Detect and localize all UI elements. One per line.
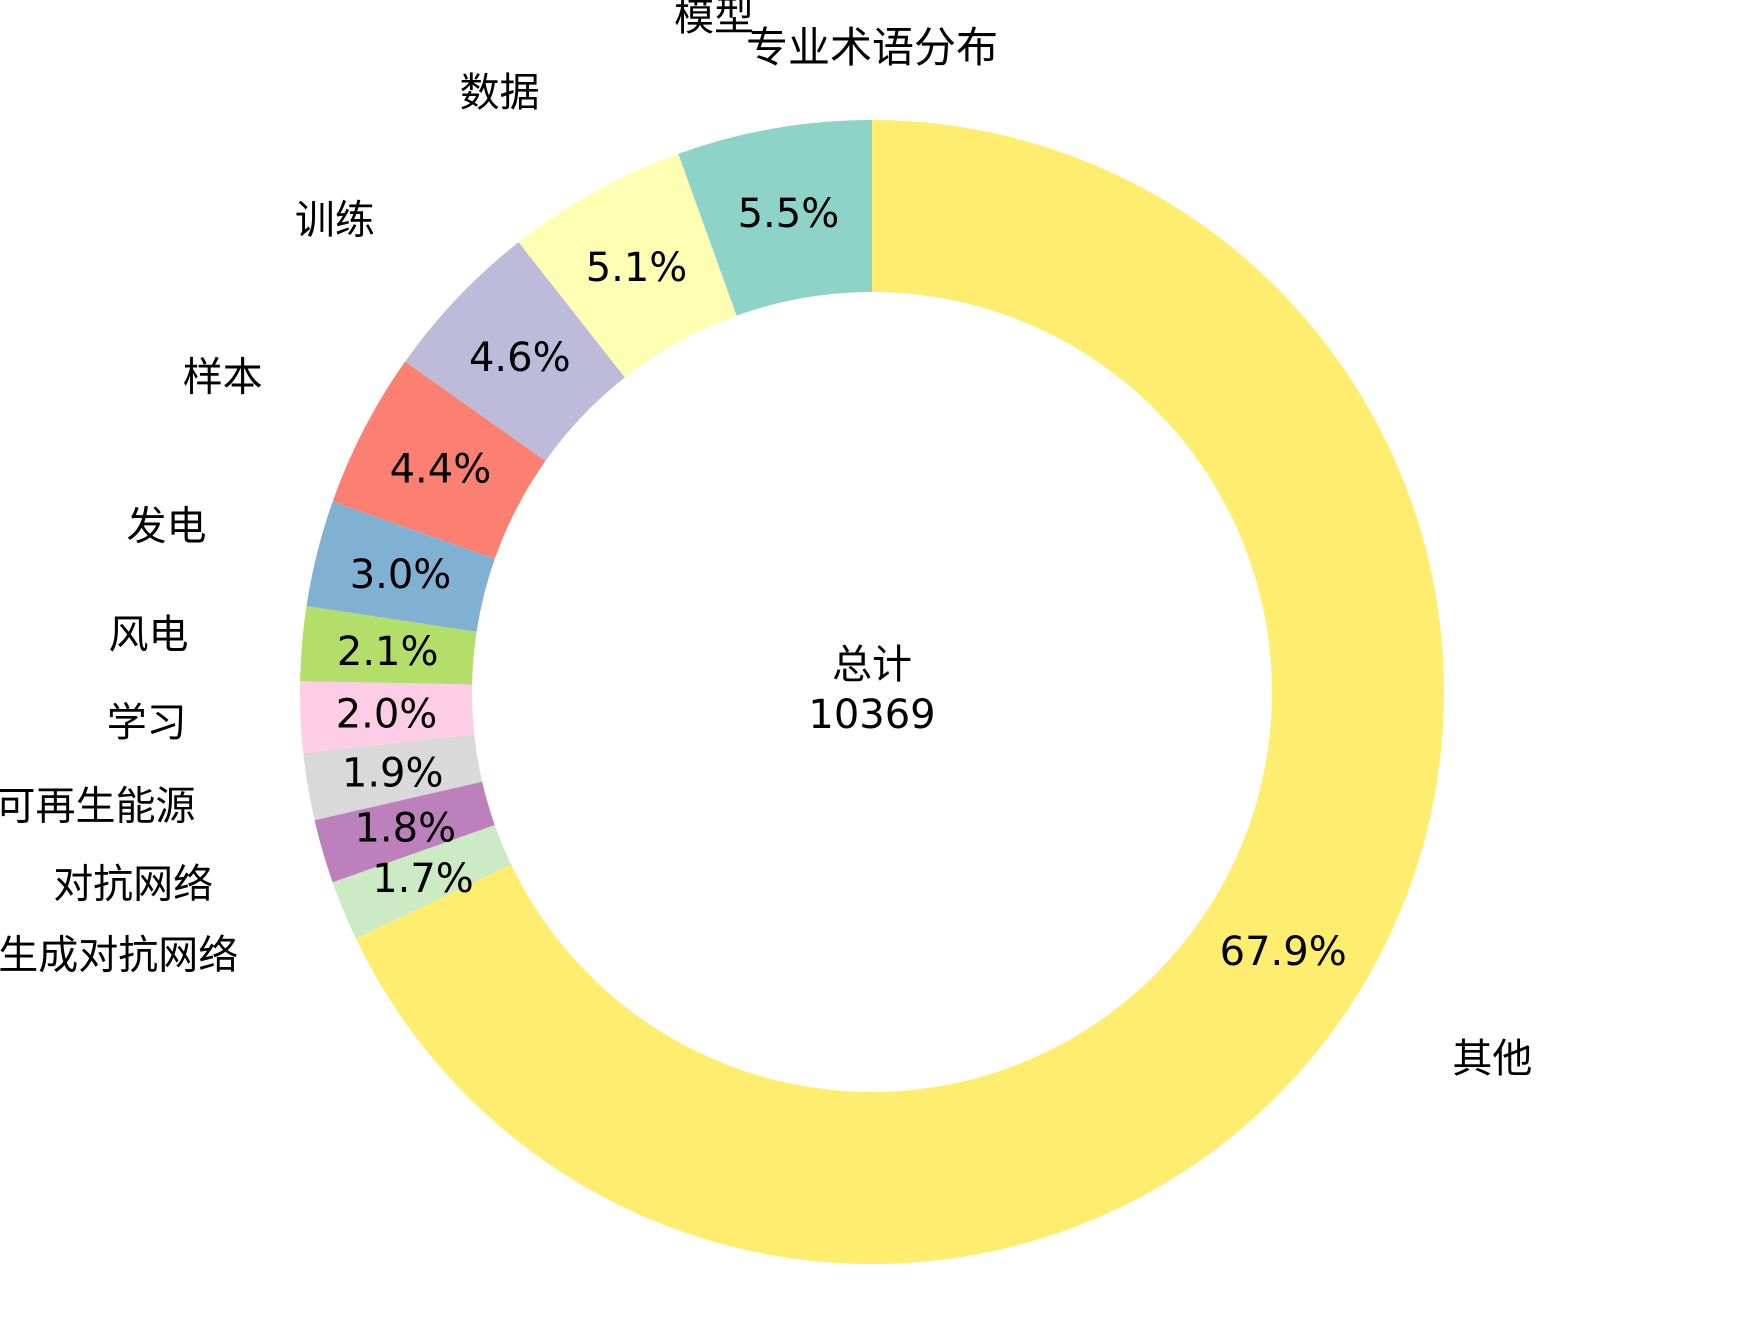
- slice-label-4: 发电: [127, 504, 207, 550]
- percent-label-8: 1.8%: [354, 806, 456, 852]
- slice-4: [306, 501, 495, 632]
- percent-label-5: 2.1%: [337, 629, 439, 675]
- slice-0: [678, 120, 872, 316]
- center-total-value: 10369: [808, 692, 935, 738]
- chart-title: 专业术语分布: [746, 23, 998, 72]
- slice-2: [405, 242, 625, 461]
- percent-label-1: 5.1%: [586, 245, 688, 291]
- slice-9: [332, 825, 512, 939]
- percent-label-0: 5.5%: [738, 191, 840, 237]
- center-total-label: 总计: [832, 642, 912, 688]
- slice-label-6: 学习: [107, 700, 187, 746]
- percent-label-9: 1.7%: [372, 856, 474, 902]
- slices-group: [300, 120, 1444, 1265]
- percent-labels-group: 5.5% 5.1% 4.6% 4.4% 3.0% 2.1% 2.0% 1.9% 1.8%1.7%…: [336, 191, 1347, 975]
- slice-label-1: 数据: [460, 70, 540, 116]
- slice-label-7: 可再生能源: [0, 784, 196, 830]
- slice-10: [355, 120, 1444, 1265]
- percent-label-4: 3.0%: [350, 552, 452, 598]
- slice-label-5: 风电: [109, 612, 189, 658]
- slice-6: [300, 681, 475, 753]
- percent-label-2: 4.6%: [469, 335, 571, 381]
- slice-5: [300, 606, 477, 685]
- percent-label-3: 4.4%: [390, 447, 492, 493]
- slice-label-2: 训练: [295, 197, 375, 243]
- slice-7: [303, 734, 483, 821]
- percent-label-6: 2.0%: [336, 691, 438, 737]
- slice-1: [518, 153, 737, 378]
- percent-label-10: 67.9%: [1220, 929, 1347, 975]
- percent-label-7: 1.9%: [342, 751, 444, 797]
- slice-3: [332, 361, 546, 559]
- slice-8: [314, 781, 495, 883]
- slice-label-9: 生成对抗网络: [0, 933, 238, 979]
- slice-label-10: 其他: [1452, 1036, 1532, 1082]
- slice-label-0: 模型: [674, 0, 754, 40]
- slice-label-3: 样本: [183, 355, 263, 401]
- slice-label-8: 对抗网络: [53, 861, 213, 907]
